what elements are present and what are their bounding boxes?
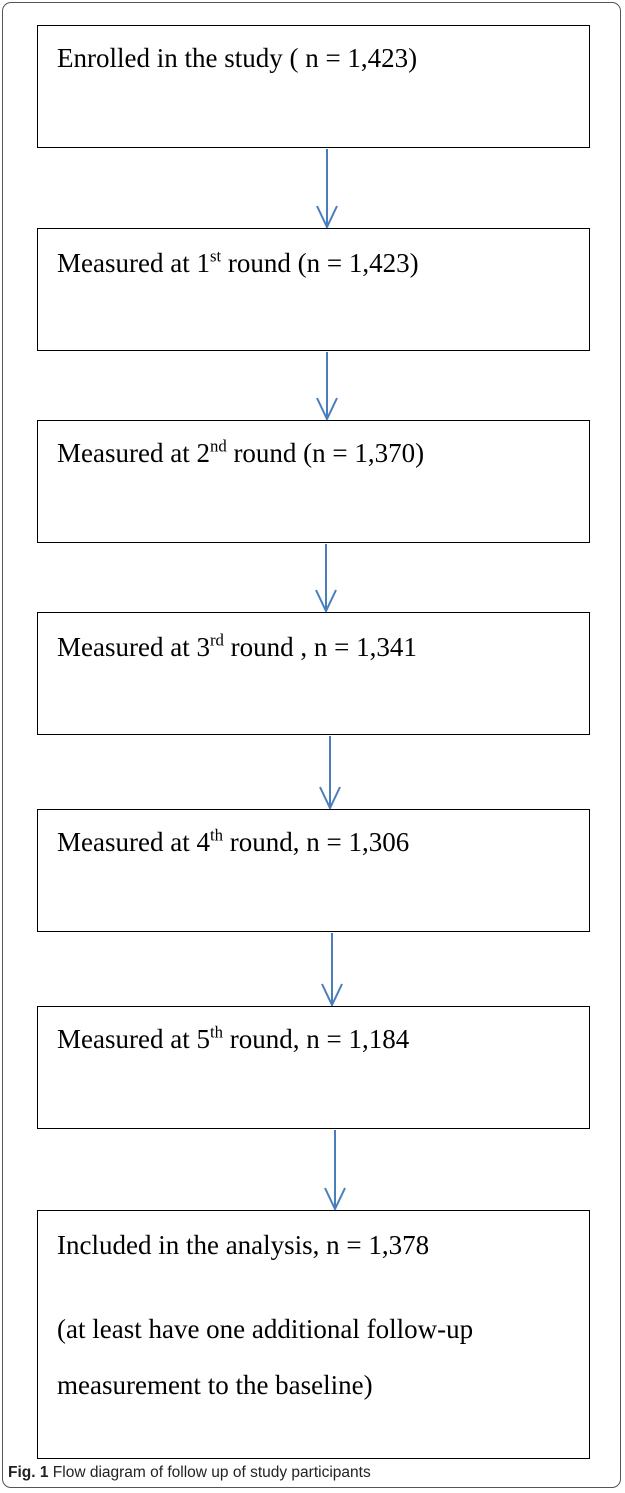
box-included-note-line-1: (at least have one additional follow-up	[57, 1314, 474, 1344]
caption-label: Fig. 1	[8, 1464, 49, 1481]
box-round-5: Measured at 5th round, n = 1,184	[37, 1006, 590, 1129]
arrow-1	[316, 149, 338, 230]
arrow-6	[324, 1130, 346, 1212]
caption-text: Flow diagram of follow up of study parti…	[48, 1464, 371, 1481]
box-round-2-label: Measured at 2nd round (n = 1,370)	[57, 436, 425, 468]
box-enrolled-label: Enrolled in the study ( n = 1,423)	[57, 43, 418, 73]
box-round-3-label: Measured at 3rd round , n = 1,341	[57, 630, 417, 662]
box-enrolled: Enrolled in the study ( n = 1,423)	[37, 25, 590, 148]
box-round-1: Measured at 1st round (n = 1,423)	[37, 228, 590, 351]
box-round-4: Measured at 4th round, n = 1,306	[37, 809, 590, 932]
box-included-note-line-2: measurement to the baseline)	[57, 1370, 373, 1400]
figure-caption: Fig. 1 Flow diagram of follow up of stud…	[8, 1464, 371, 1482]
arrow-3	[315, 544, 337, 614]
arrow-5	[321, 933, 343, 1008]
box-round-2: Measured at 2nd round (n = 1,370)	[37, 420, 590, 543]
box-included-label: Included in the analysis, n = 1,378	[57, 1230, 430, 1260]
box-round-3: Measured at 3rd round , n = 1,341	[37, 612, 590, 735]
box-round-4-label: Measured at 4th round, n = 1,306	[57, 825, 410, 857]
box-round-1-label: Measured at 1st round (n = 1,423)	[57, 246, 419, 278]
box-included: Included in the analysis, n = 1,378 (at …	[37, 1210, 590, 1459]
box-round-5-label: Measured at 5th round, n = 1,184	[57, 1022, 410, 1054]
arrow-2	[316, 352, 338, 422]
arrow-4	[319, 736, 341, 811]
